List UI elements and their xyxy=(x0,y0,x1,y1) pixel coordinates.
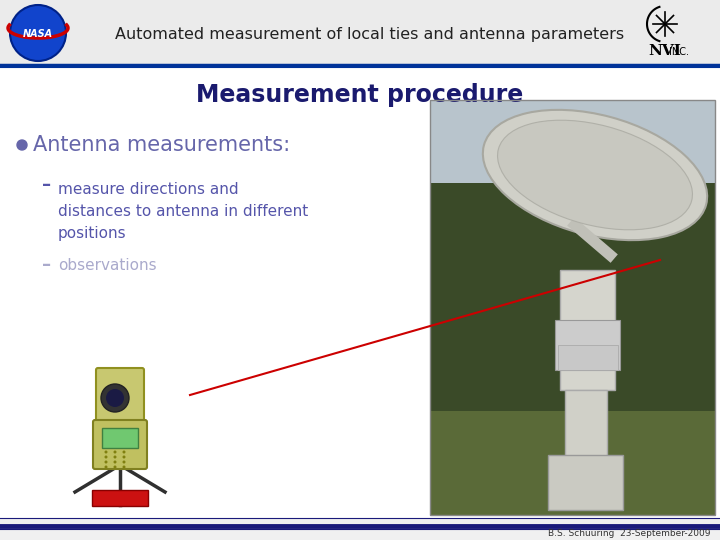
Text: measure directions and
distances to antenna in different
positions: measure directions and distances to ante… xyxy=(58,182,308,241)
Bar xyxy=(560,270,615,390)
Text: Measurement procedure: Measurement procedure xyxy=(197,83,523,107)
Bar xyxy=(55,355,220,510)
Circle shape xyxy=(114,450,117,454)
Circle shape xyxy=(122,456,125,458)
Bar xyxy=(548,455,623,510)
Circle shape xyxy=(17,140,27,150)
Bar xyxy=(430,100,715,515)
Circle shape xyxy=(114,461,117,463)
Circle shape xyxy=(104,450,107,454)
Text: observations: observations xyxy=(58,258,157,273)
Bar xyxy=(430,411,715,515)
Text: Antenna measurements:: Antenna measurements: xyxy=(33,135,290,155)
Circle shape xyxy=(10,5,66,61)
Text: NASA: NASA xyxy=(23,29,53,39)
Bar xyxy=(430,183,715,411)
Circle shape xyxy=(114,465,117,469)
Circle shape xyxy=(104,465,107,469)
Bar xyxy=(92,490,148,506)
Ellipse shape xyxy=(498,120,693,230)
Bar xyxy=(0,518,720,540)
Text: NVI: NVI xyxy=(649,44,681,58)
Ellipse shape xyxy=(483,110,707,240)
Bar xyxy=(565,390,607,470)
Circle shape xyxy=(104,461,107,463)
Circle shape xyxy=(122,465,125,469)
Bar xyxy=(555,320,620,370)
Bar xyxy=(102,428,138,448)
Circle shape xyxy=(114,456,117,458)
Circle shape xyxy=(101,384,129,412)
FancyBboxPatch shape xyxy=(93,420,147,469)
FancyBboxPatch shape xyxy=(96,368,144,427)
Circle shape xyxy=(106,389,124,407)
Bar xyxy=(558,345,618,370)
Text: –: – xyxy=(42,256,51,274)
Text: Automated measurement of local ties and antenna parameters: Automated measurement of local ties and … xyxy=(115,26,624,42)
Text: INC.: INC. xyxy=(669,47,689,57)
Text: –: – xyxy=(42,176,51,194)
Bar xyxy=(0,0,720,65)
Circle shape xyxy=(122,461,125,463)
Text: B.S. Schuuring  23-September-2009: B.S. Schuuring 23-September-2009 xyxy=(547,529,710,537)
Circle shape xyxy=(122,450,125,454)
Bar xyxy=(430,100,715,245)
Circle shape xyxy=(104,456,107,458)
